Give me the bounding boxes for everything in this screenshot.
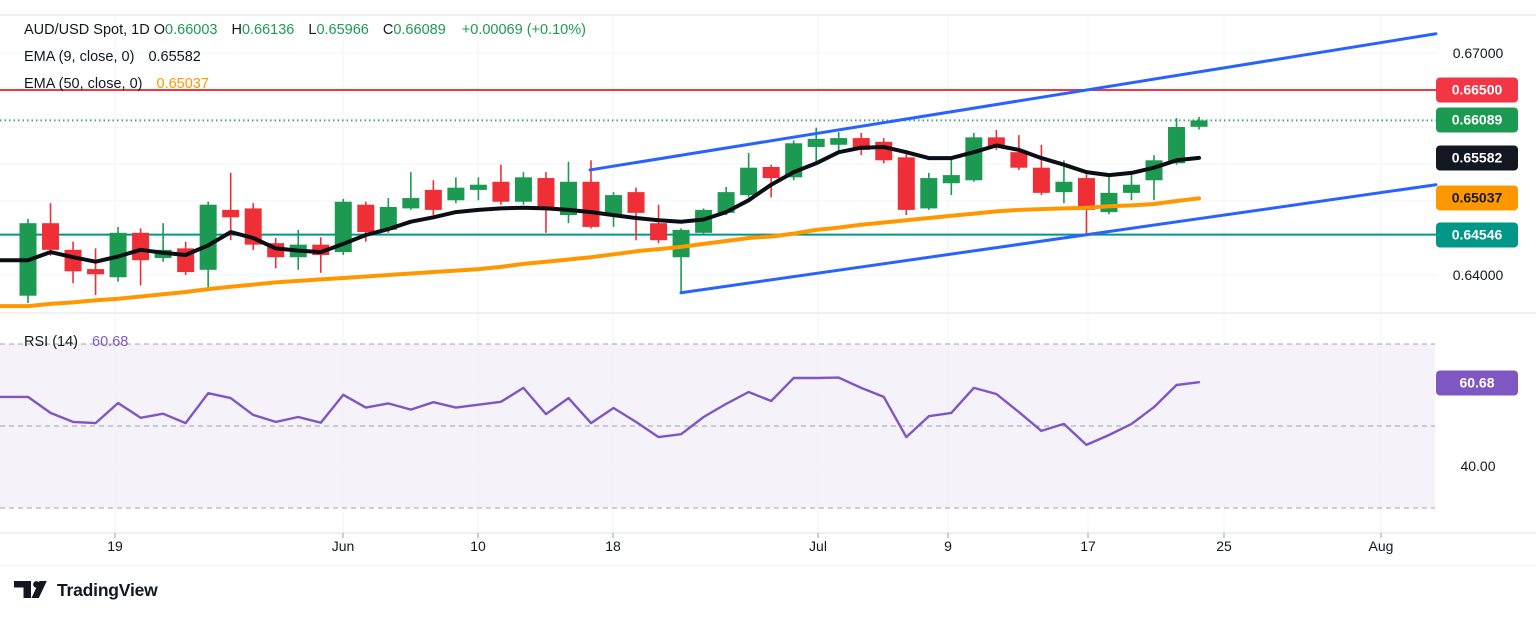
time-axis-label: Jun — [331, 538, 355, 554]
ema50-value: 0.65037 — [156, 76, 209, 92]
time-axis-label: 10 — [470, 538, 486, 554]
candle — [424, 180, 442, 216]
ema50-legend-row[interactable]: EMA (50, close, 0) 0.65037 — [24, 71, 586, 98]
time-axis-label: 17 — [1080, 538, 1096, 554]
candle — [672, 228, 690, 293]
rsi-label: RSI (14) — [24, 334, 78, 350]
symbol-legend-row[interactable]: AUD/USD Spot, 1D O0.66003 H0.66136 L0.6596… — [24, 17, 586, 44]
price-axis-badge: 0.66089 — [1436, 107, 1518, 133]
time-axis-label: 25 — [1216, 538, 1232, 554]
rsi-legend-row[interactable]: RSI (14) 60.68 — [24, 332, 128, 352]
candle — [402, 172, 420, 210]
candle — [1190, 116, 1208, 130]
candle — [875, 138, 893, 164]
candle — [852, 132, 870, 156]
price-axis-badge: 0.64546 — [1436, 222, 1518, 248]
candle — [627, 187, 645, 241]
price-axis-label: 0.64000 — [1452, 267, 1504, 283]
rsi-value: 60.68 — [92, 334, 129, 350]
ohlc-values: O0.66003 H0.66136 L0.65966 C0.66089 — [154, 22, 446, 38]
candle — [312, 237, 330, 273]
price-axis-badge: 60.68 — [1436, 370, 1518, 396]
ema50-label: EMA (50, close, 0) — [24, 76, 143, 92]
candle — [64, 241, 82, 284]
price-axis-label: 0.67000 — [1452, 45, 1504, 61]
candle — [1010, 135, 1028, 170]
ohlc-value: 0.65966 — [316, 22, 369, 38]
channel-lower-line[interactable] — [679, 183, 1438, 295]
candle — [132, 228, 150, 286]
ema9-line[interactable] — [0, 143, 1201, 264]
time-axis-label: Jul — [809, 538, 827, 554]
price-axis-badge: 0.66500 — [1436, 77, 1518, 103]
candle — [582, 160, 600, 229]
candle — [469, 177, 487, 201]
candle — [1032, 144, 1050, 196]
ema9-legend-row[interactable]: EMA (9, close, 0) 0.65582 — [24, 44, 586, 71]
candle — [177, 241, 195, 275]
time-axis-label: 9 — [944, 538, 952, 554]
ohlc-value: 0.66089 — [393, 22, 446, 38]
time-axis-label: 18 — [605, 538, 621, 554]
ema9-value: 0.65582 — [148, 49, 201, 65]
symbol-title: AUD/USD Spot, 1D — [24, 22, 150, 38]
candle — [1145, 155, 1163, 201]
candle — [154, 223, 172, 262]
ohlc-key: H — [231, 22, 242, 38]
tradingview-logo-text: TradingView — [57, 580, 158, 600]
ohlc-value: 0.66136 — [241, 22, 295, 38]
time-axis-label: 19 — [107, 538, 123, 554]
candle — [920, 172, 938, 210]
ohlc-key: C — [382, 22, 394, 38]
candle — [897, 149, 915, 216]
candle — [740, 152, 758, 198]
rsi-line[interactable] — [0, 376, 1201, 447]
price-axis-label: 40.00 — [1460, 458, 1496, 474]
ema50-line[interactable] — [0, 196, 1201, 309]
candle — [1077, 174, 1095, 236]
time-axis-label: Aug — [1368, 538, 1394, 554]
ohlc-key: L — [308, 22, 317, 38]
change-value: +0.00069 (+0.10%) — [461, 22, 586, 38]
price-axis-badge: 0.65582 — [1436, 145, 1518, 171]
tradingview-logo[interactable]: TradingView — [14, 580, 158, 601]
candle — [267, 238, 285, 269]
candle — [762, 164, 780, 198]
tradingview-logo-icon — [14, 581, 47, 598]
channel-upper-line[interactable] — [588, 32, 1438, 172]
candle — [965, 132, 983, 182]
candle — [222, 172, 240, 241]
ohlc-key: O — [153, 22, 166, 38]
candle — [514, 172, 532, 205]
candle — [605, 192, 623, 227]
candle — [447, 177, 465, 204]
candle — [537, 172, 555, 233]
candle — [1122, 175, 1140, 201]
candle — [492, 164, 510, 205]
ohlc-value: 0.66003 — [165, 22, 218, 38]
candle — [942, 158, 960, 196]
candle — [1055, 160, 1073, 204]
price-axis-badge: 0.65037 — [1436, 185, 1518, 211]
legend: AUD/USD Spot, 1D O0.66003 H0.66136 L0.6596… — [24, 17, 586, 98]
candle — [42, 203, 60, 256]
candle — [830, 132, 848, 153]
candle — [650, 204, 668, 244]
candle — [87, 248, 105, 295]
candle — [559, 161, 577, 224]
ema9-label: EMA (9, close, 0) — [24, 49, 135, 65]
candle — [1168, 118, 1186, 165]
rsi-band — [0, 344, 1435, 508]
